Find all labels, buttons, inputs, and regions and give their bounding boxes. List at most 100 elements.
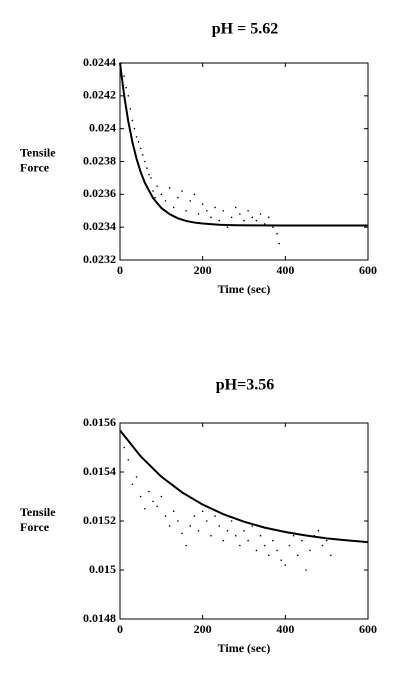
data-point bbox=[121, 62, 123, 64]
x-tick-label: 0 bbox=[117, 263, 123, 277]
y-tick-label: 0.0152 bbox=[83, 513, 116, 527]
data-point bbox=[177, 520, 179, 522]
data-point bbox=[255, 219, 258, 222]
y-tick-label: 0.0244 bbox=[83, 55, 116, 69]
chart-title: pH=3.56 bbox=[216, 377, 274, 394]
data-point bbox=[137, 141, 140, 143]
data-point bbox=[222, 209, 225, 212]
x-tick-label: 400 bbox=[276, 263, 294, 277]
data-point bbox=[141, 154, 144, 156]
data-point bbox=[185, 544, 187, 547]
data-point bbox=[168, 525, 171, 527]
data-point bbox=[210, 534, 212, 537]
plot-frame bbox=[119, 62, 369, 261]
data-point bbox=[272, 539, 274, 542]
data-point bbox=[206, 520, 208, 522]
data-point bbox=[133, 127, 136, 130]
y-tick-label: 0.024 bbox=[89, 120, 116, 134]
data-point bbox=[144, 160, 146, 163]
y-tick-label: 0.0242 bbox=[83, 88, 116, 102]
data-point bbox=[214, 515, 216, 517]
y-tick-label: 0.0148 bbox=[83, 611, 116, 625]
data-point bbox=[160, 495, 163, 498]
data-point bbox=[259, 213, 262, 215]
data-point bbox=[259, 534, 262, 537]
data-point bbox=[131, 119, 134, 122]
data-point bbox=[164, 200, 167, 202]
data-point bbox=[325, 539, 328, 542]
x-tick-label: 600 bbox=[359, 622, 377, 636]
data-point bbox=[201, 510, 204, 512]
data-point bbox=[201, 203, 204, 205]
y-tick-label: 0.0156 bbox=[83, 415, 116, 429]
data-point bbox=[284, 564, 287, 566]
data-point bbox=[247, 209, 249, 212]
y-axis-label: Tensile bbox=[20, 145, 56, 159]
data-point bbox=[177, 196, 179, 199]
data-point bbox=[243, 530, 245, 532]
x-tick-label: 0 bbox=[117, 622, 123, 636]
y-axis-label: Force bbox=[20, 520, 50, 534]
data-point bbox=[127, 458, 130, 461]
y-tick-label: 0.0238 bbox=[83, 153, 116, 167]
x-tick-label: 200 bbox=[194, 622, 212, 636]
data-point bbox=[172, 206, 175, 209]
data-point bbox=[123, 75, 125, 77]
data-point bbox=[243, 219, 245, 222]
data-point bbox=[189, 525, 192, 527]
x-tick-label: 200 bbox=[194, 263, 212, 277]
x-tick-label: 600 bbox=[359, 263, 377, 277]
data-point bbox=[268, 554, 270, 557]
data-point bbox=[214, 206, 216, 209]
y-tick-label: 0.015 bbox=[89, 562, 116, 576]
data-point bbox=[317, 530, 320, 532]
x-axis-label: Time (sec) bbox=[218, 641, 271, 655]
data-point bbox=[135, 476, 138, 478]
data-point bbox=[247, 539, 249, 542]
data-point bbox=[146, 167, 148, 169]
data-point bbox=[218, 525, 220, 527]
y-axis-label: Force bbox=[20, 160, 50, 174]
data-point bbox=[251, 216, 254, 219]
data-point bbox=[197, 530, 200, 532]
fit-line bbox=[119, 62, 368, 227]
chart-title: pH = 5.62 bbox=[212, 21, 278, 38]
data-point bbox=[150, 177, 152, 179]
data-point bbox=[263, 544, 266, 547]
data-point bbox=[144, 507, 146, 510]
data-point bbox=[280, 559, 283, 561]
data-point bbox=[309, 549, 311, 552]
data-point bbox=[210, 216, 212, 219]
data-point bbox=[181, 190, 183, 192]
data-point bbox=[197, 213, 200, 215]
data-point bbox=[193, 193, 196, 196]
data-point bbox=[156, 185, 158, 187]
data-point bbox=[288, 544, 291, 547]
data-point bbox=[139, 147, 142, 150]
data-point bbox=[123, 446, 125, 449]
data-point bbox=[234, 534, 237, 537]
data-point bbox=[135, 136, 138, 138]
data-point bbox=[181, 532, 183, 535]
data-point bbox=[226, 226, 229, 228]
data-point bbox=[276, 232, 278, 235]
data-point bbox=[125, 86, 127, 89]
data-point bbox=[218, 219, 220, 222]
y-tick-label: 0.0236 bbox=[83, 186, 116, 200]
data-point bbox=[148, 173, 150, 176]
data-point bbox=[139, 495, 142, 498]
data-point bbox=[222, 539, 225, 542]
data-point bbox=[189, 200, 192, 202]
data-point bbox=[292, 534, 295, 537]
data-point bbox=[251, 525, 254, 527]
data-point bbox=[321, 544, 324, 547]
data-point bbox=[278, 242, 280, 245]
data-point bbox=[239, 213, 241, 215]
y-tick-label: 0.0154 bbox=[83, 464, 116, 478]
data-point bbox=[131, 483, 134, 486]
data-point bbox=[301, 539, 303, 542]
data-point bbox=[330, 554, 332, 557]
data-point bbox=[230, 520, 233, 522]
data-point bbox=[193, 515, 196, 517]
data-point bbox=[152, 190, 154, 192]
